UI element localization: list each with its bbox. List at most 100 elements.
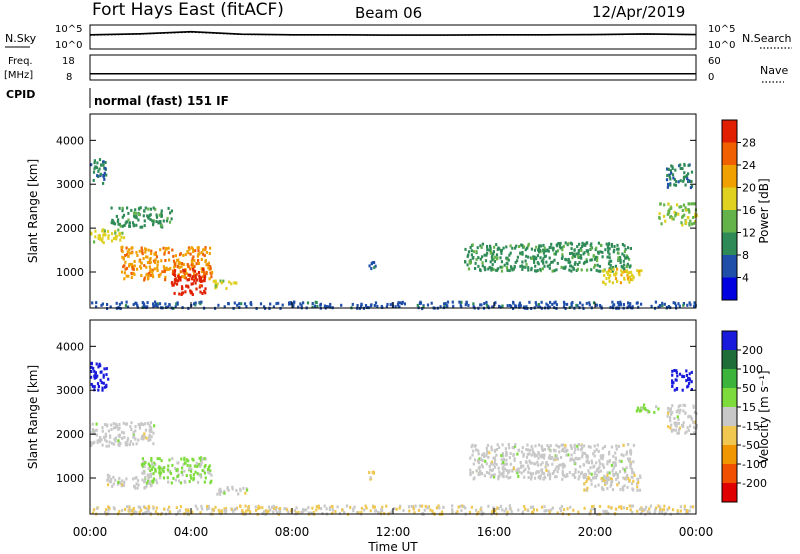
heatmap-cell xyxy=(521,252,524,256)
heatmap-cell xyxy=(101,426,104,430)
heatmap-cell xyxy=(94,235,97,239)
heatmap-cell xyxy=(300,510,303,514)
heatmap-cell xyxy=(206,507,209,511)
heatmap-cell xyxy=(169,211,172,215)
heatmap-cell xyxy=(613,248,616,252)
heatmap-cell xyxy=(232,509,235,513)
heatmap-cell xyxy=(616,279,619,283)
heatmap-cell xyxy=(560,443,563,447)
heatmap-cell xyxy=(472,250,476,254)
heatmap-cell xyxy=(540,455,543,459)
heatmap-cell xyxy=(207,261,210,265)
heatmap-cell xyxy=(561,472,564,476)
heatmap-cell xyxy=(158,302,162,306)
heatmap-cell xyxy=(546,248,549,252)
heatmap-cell xyxy=(572,473,575,477)
heatmap-cell xyxy=(673,421,676,425)
heatmap-cell xyxy=(179,270,182,274)
heatmap-cell xyxy=(670,164,673,168)
colorbar-swatch xyxy=(722,232,737,255)
heatmap-cell xyxy=(579,465,582,469)
heatmap-cell xyxy=(573,445,576,448)
heatmap-cell xyxy=(671,508,675,512)
heatmap-cell xyxy=(629,278,633,281)
heatmap-cell xyxy=(156,481,159,485)
heatmap-cell xyxy=(549,457,553,460)
heatmap-cell xyxy=(479,269,482,273)
heatmap-cell xyxy=(106,303,109,306)
heatmap-cell xyxy=(90,443,93,447)
heatmap-cell xyxy=(158,213,161,217)
heatmap-cell xyxy=(637,478,640,482)
heatmap-cell xyxy=(677,421,680,425)
heatmap-cell xyxy=(688,301,691,305)
heatmap-cell xyxy=(182,463,185,467)
heatmap-cell xyxy=(120,246,123,250)
heatmap-cell xyxy=(491,468,495,472)
heatmap-cell xyxy=(176,258,179,262)
heatmap-cell xyxy=(150,483,153,487)
colorbar-swatch xyxy=(722,120,737,143)
heatmap-cell xyxy=(147,462,150,466)
heatmap-cell xyxy=(472,462,475,466)
heatmap-cell xyxy=(629,466,632,470)
heatmap-cell xyxy=(129,262,132,266)
date-label: 12/Apr/2019 xyxy=(592,3,685,21)
heatmap-cell xyxy=(176,264,179,268)
heatmap-cell xyxy=(539,267,542,271)
heatmap-cell xyxy=(667,167,670,171)
heatmap-cell xyxy=(536,454,539,458)
heatmap-cell xyxy=(461,504,464,508)
heatmap-cell xyxy=(167,480,170,484)
heatmap-cell xyxy=(620,453,623,457)
heatmap-cell xyxy=(553,269,556,273)
heatmap-cell xyxy=(578,242,581,246)
heatmap-cell xyxy=(590,258,593,262)
heatmap-cell xyxy=(605,271,609,274)
heatmap-cell xyxy=(147,216,150,220)
heatmap-cell xyxy=(539,256,542,260)
heatmap-cell xyxy=(605,242,608,246)
heatmap-cell xyxy=(657,305,660,309)
heatmap-cell xyxy=(180,293,183,296)
heatmap-cell xyxy=(584,243,587,247)
heatmap-cell xyxy=(604,510,607,513)
heatmap-cell xyxy=(669,183,672,187)
heatmap-cell xyxy=(621,252,624,256)
heatmap-cell xyxy=(520,465,523,469)
heatmap-cell xyxy=(311,506,314,510)
heatmap-cell xyxy=(684,411,687,415)
heatmap-cell xyxy=(647,510,650,514)
heatmap-cell xyxy=(508,304,512,307)
heatmap-cell xyxy=(155,215,159,219)
heatmap-cell xyxy=(548,263,551,267)
heatmap-cell xyxy=(489,462,492,466)
heatmap-cell xyxy=(610,243,613,246)
heatmap-cell xyxy=(623,468,626,472)
heatmap-cell xyxy=(119,231,122,235)
heatmap-cell xyxy=(95,433,98,437)
heatmap-cell xyxy=(278,510,281,514)
heatmap-cell xyxy=(617,256,620,260)
heatmap-cell xyxy=(192,250,195,254)
heatmap-cell xyxy=(182,253,185,257)
heatmap-cell xyxy=(556,457,559,461)
heatmap-cell xyxy=(494,255,497,259)
heatmap-cell xyxy=(602,466,606,469)
heatmap-cell xyxy=(600,469,603,473)
heatmap-cell xyxy=(593,476,596,479)
heatmap-cell xyxy=(112,426,116,430)
heatmap-cell xyxy=(542,477,545,481)
colorbar-swatch xyxy=(722,210,737,233)
freq-left-tick-top: 18 xyxy=(62,56,75,67)
heatmap-cell xyxy=(533,476,537,480)
heatmap-cell xyxy=(173,269,177,273)
heatmap-cell xyxy=(197,480,200,484)
heatmap-cell xyxy=(602,488,605,492)
heatmap-cell xyxy=(495,463,498,466)
heatmap-cell xyxy=(619,261,622,264)
heatmap-cell xyxy=(527,268,530,272)
heatmap-cell xyxy=(167,305,170,309)
y-tick-label: 1000 xyxy=(56,266,84,279)
heatmap-cell xyxy=(320,507,323,511)
